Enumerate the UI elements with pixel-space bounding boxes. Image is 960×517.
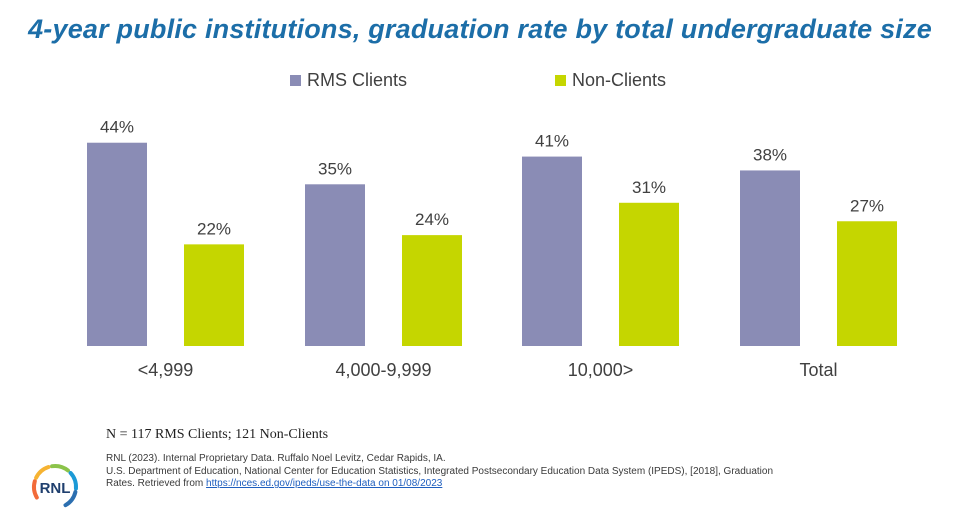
logo-arc [32, 479, 39, 500]
bar [184, 244, 244, 346]
legend-label: RMS Clients [307, 70, 407, 90]
source-line-2: U.S. Department of Education, National C… [106, 465, 774, 477]
x-tick-label: Total [799, 360, 837, 380]
rnl-logo-text: RNL [40, 480, 71, 497]
sample-size-note: N = 117 RMS Clients; 121 Non-Clients [106, 427, 329, 442]
source-link[interactable]: https://nces.ed.gov/ipeds/use-the-data o… [206, 478, 443, 489]
data-label: 24% [415, 210, 449, 229]
bar [87, 142, 147, 346]
bar [837, 221, 897, 346]
bar [305, 184, 365, 346]
bar [522, 156, 582, 346]
bar-chart: RMS Clients Non-Clients 44% 22% <4,999 35% 24%… [87, 70, 897, 380]
bar [402, 235, 462, 346]
data-label: 27% [850, 196, 884, 215]
source-line-3: Rates. Retrieved from https://nces.ed.go… [106, 478, 906, 491]
chart-title: 4-year public institutions, graduation r… [28, 14, 932, 44]
source-line-3-prefix: Rates. Retrieved from [106, 478, 204, 489]
rnl-logo: RNL [32, 464, 78, 508]
logo-arc [63, 490, 78, 508]
data-label: 35% [318, 159, 352, 178]
x-tick-label: 10,000> [568, 360, 634, 380]
data-label: 31% [632, 178, 666, 197]
data-label: 41% [535, 132, 569, 151]
x-tick-label: <4,999 [138, 360, 194, 380]
data-label: 38% [753, 145, 787, 164]
source-citations: RNL (2023). Internal Proprietary Data. R… [106, 453, 906, 491]
bar [740, 170, 800, 346]
logo-arc [50, 464, 70, 473]
logo-arc [34, 465, 51, 480]
legend-swatch-non-clients [555, 75, 566, 86]
source-line-1: RNL (2023). Internal Proprietary Data. R… [106, 453, 446, 464]
data-label: 44% [100, 118, 134, 137]
data-label: 22% [197, 219, 231, 238]
x-tick-label: 4,000-9,999 [335, 360, 431, 380]
logo-arc [68, 470, 78, 491]
legend-swatch-rms-clients [290, 75, 301, 86]
bar [619, 202, 679, 346]
legend-label: Non-Clients [572, 70, 666, 90]
